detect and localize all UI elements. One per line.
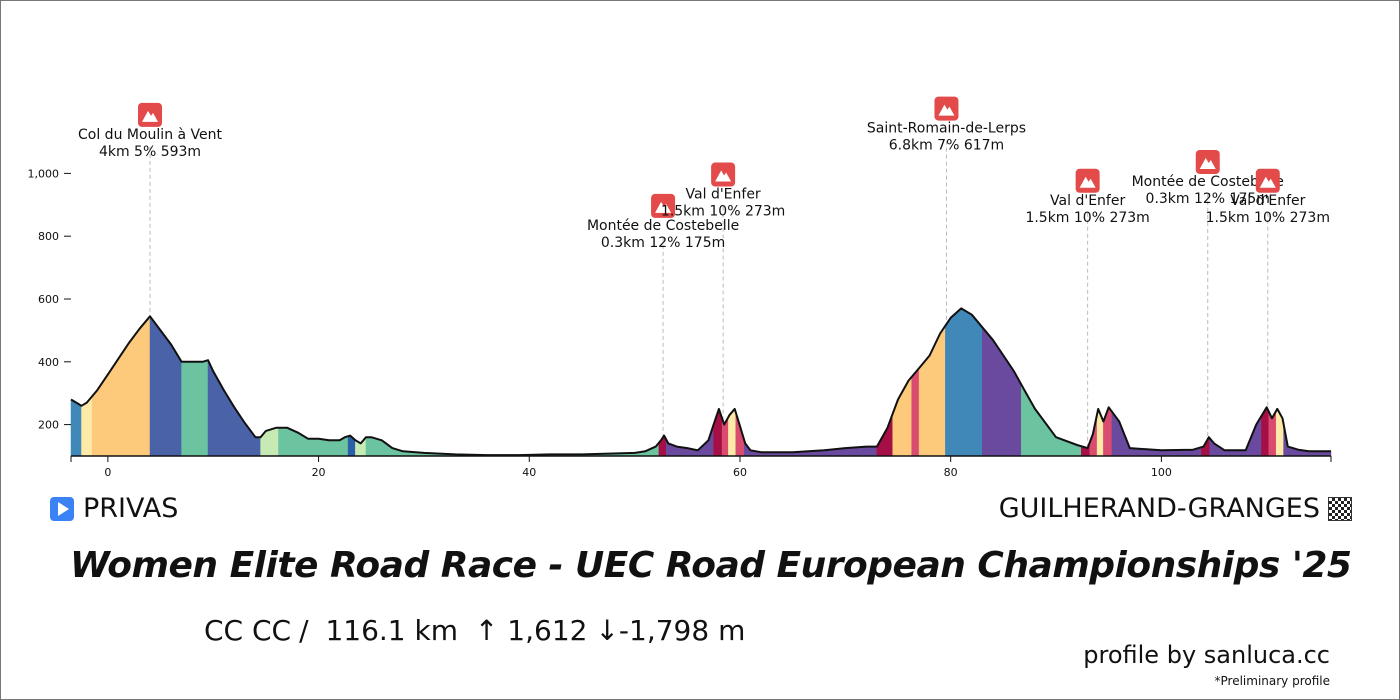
gradient-segment [1103,406,1113,457]
mountain-icon-peak [1199,157,1216,169]
x-tick-label: 80 [944,466,958,479]
gradient-segment [278,427,349,457]
preliminary-note: *Preliminary profile [1214,674,1330,688]
elevation-profile-line [70,307,1331,457]
mountain-icon-peak [715,170,732,182]
race-stats: CC CC/ 116.1 km ↑ 1,612 ↓-1,798 m [204,614,753,647]
mountain-icon-peak [655,201,672,213]
checkered-flag-icon [1328,496,1352,521]
stats-separator: / [299,614,309,647]
mountain-icon [711,162,736,187]
mountain-icon-peak [1259,176,1276,188]
climb-name: Val d'Enfer [1050,193,1125,209]
x-tick-label: 0 [104,466,111,479]
class-label: CC CC [204,614,292,647]
gradient-segment [982,326,1022,457]
play-icon [50,496,74,521]
gradient-segment [665,424,714,457]
mountain-icon-peak [142,110,159,122]
climb-name: Val d'Enfer [1230,193,1305,209]
mountain-icon-peak [938,104,955,116]
x-tick-label: 100 [1151,466,1172,479]
climb-stats: 6.8km 7% 617m [889,138,1004,154]
climb-stats: 1.5km 10% 273m [1206,210,1330,226]
start-label: PRIVAS [83,493,179,524]
gradient-fill-layer [70,308,1332,457]
finish-label: GUILHERAND-GRANGES [998,493,1320,524]
climb-stats: 1.5km 10% 273m [661,204,785,220]
x-tick-label: 60 [733,466,747,479]
finish-location: GUILHERAND-GRANGES [999,493,1352,524]
climb-name: Montée de Costebelle [1132,174,1284,190]
gradient-segment [911,367,920,457]
axes: 0 20 40 60 80 100 200 400 600 800 1,000 [28,167,1332,479]
climb-stats: 1.5km 10% 273m [1025,210,1149,226]
climb-name: Montée de Costebelle [587,218,739,234]
climb-name: Col du Moulin à Vent [78,127,223,143]
mountain-icon [651,193,676,218]
y-tick-label: 400 [38,356,59,369]
distance-value: 116.1 km [325,614,459,647]
climb-stats: 0.3km 12% 175m [601,235,725,251]
climb-leader-lines [149,140,1269,449]
climb-name: Val d'Enfer [686,187,761,203]
mountain-icon [1255,168,1280,193]
descent-value: ↓-1,798 m [595,614,746,647]
climb-stats: 4km 5% 593m [99,144,201,160]
gradient-segment [945,308,983,457]
gradient-segment [181,359,209,457]
gradient-segment [260,427,279,457]
credit: profile by sanluca.cc [1083,641,1330,669]
mountain-icon [934,96,959,121]
mountain-icon [138,102,163,127]
x-tick-label: 40 [522,466,536,479]
gradient-segment [892,376,912,457]
ascent-value: ↑ 1,612 [474,614,588,647]
x-tick-label: 20 [312,466,326,479]
gradient-segment [70,399,82,457]
mountain-icon-peak [1079,176,1096,188]
climb-stats: 0.3km 12% 175m [1146,191,1270,207]
y-tick-label: 600 [38,293,59,306]
gradient-segment [1275,408,1284,457]
y-tick-label: 800 [38,230,59,243]
gradient-segment [918,324,946,457]
gradient-segment [1021,384,1082,457]
y-tick-label: 200 [38,419,59,432]
start-location: PRIVAS [50,493,178,524]
profile-line-layer [70,307,1331,457]
mountain-icon [1195,149,1220,174]
mountain-icon [1075,168,1100,193]
y-tick-label: 1,000 [28,167,60,180]
race-title: Women Elite Road Race - UEC Road Europea… [70,545,1352,586]
climb-name: Saint-Romain-de-Lerps [867,121,1026,137]
